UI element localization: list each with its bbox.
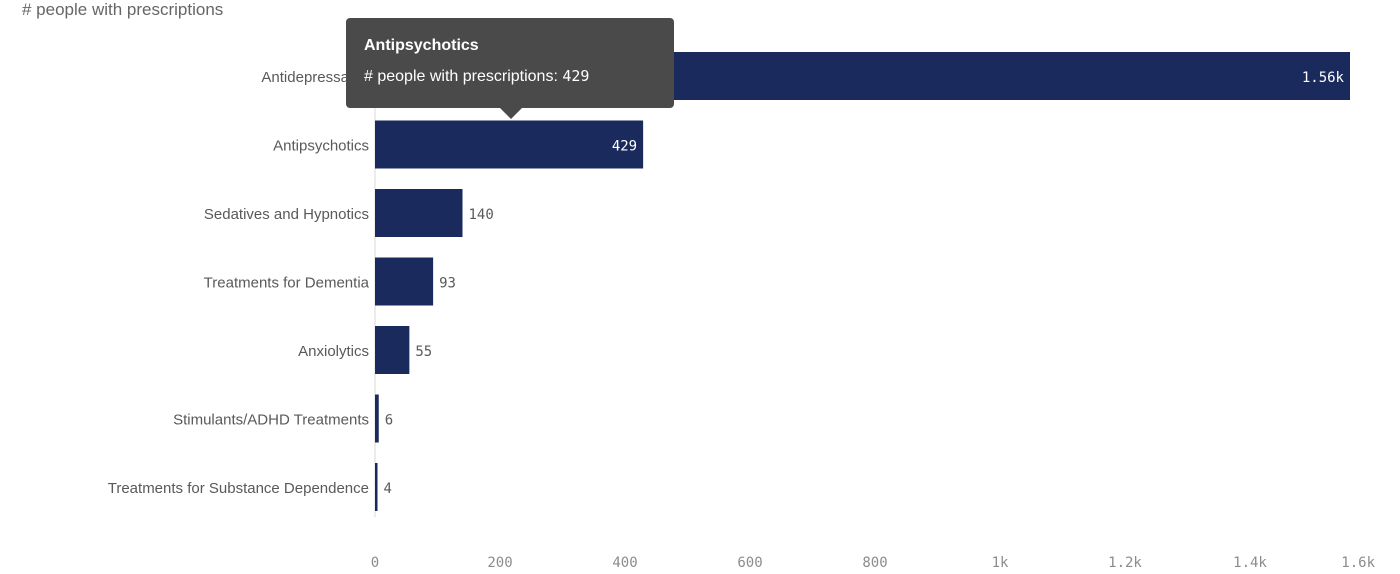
x-tick-label: 600	[737, 555, 762, 571]
bar[interactable]	[375, 326, 410, 374]
bar[interactable]	[375, 394, 379, 443]
x-tick-label: 400	[612, 555, 637, 571]
category-label: Treatments for Substance Dependence	[108, 480, 369, 497]
x-tick-label: 1k	[992, 555, 1009, 571]
bar[interactable]	[375, 463, 378, 511]
bar[interactable]	[375, 257, 434, 306]
chart-title: # people with prescriptions	[22, 0, 224, 19]
data-label: 55	[415, 344, 432, 360]
category-label: Antidepressants	[261, 69, 369, 86]
x-tick-label: 200	[487, 555, 512, 571]
data-label: 93	[439, 276, 456, 292]
category-label: Antipsychotics	[273, 138, 369, 155]
category-label: Stimulants/ADHD Treatments	[173, 412, 369, 429]
bar[interactable]	[375, 120, 644, 169]
x-tick-label: 1.2k	[1108, 555, 1142, 571]
data-label: 4	[384, 481, 392, 497]
x-tick-label: 1.4k	[1233, 555, 1267, 571]
data-label: 140	[469, 207, 494, 223]
tooltip-row: # people with prescriptions: 429	[364, 66, 656, 87]
bar[interactable]	[375, 189, 463, 237]
tooltip-title: Antipsychotics	[364, 37, 479, 54]
category-label: Treatments for Dementia	[204, 275, 370, 292]
x-tick-label: 1.6k	[1341, 555, 1375, 571]
data-label: 6	[385, 413, 393, 429]
category-label: Anxiolytics	[298, 343, 369, 360]
x-tick-label: 0	[371, 555, 379, 571]
category-label: Sedatives and Hypnotics	[204, 206, 369, 223]
tooltip-label: # people with prescriptions:	[364, 68, 558, 85]
data-label: 429	[612, 139, 637, 155]
tooltip: Antipsychotics # people with prescriptio…	[346, 18, 674, 119]
x-tick-label: 800	[862, 555, 887, 571]
tooltip-value: 429	[562, 67, 590, 85]
data-label: 1.56k	[1302, 70, 1345, 86]
tooltip-arrow-icon	[500, 108, 522, 119]
